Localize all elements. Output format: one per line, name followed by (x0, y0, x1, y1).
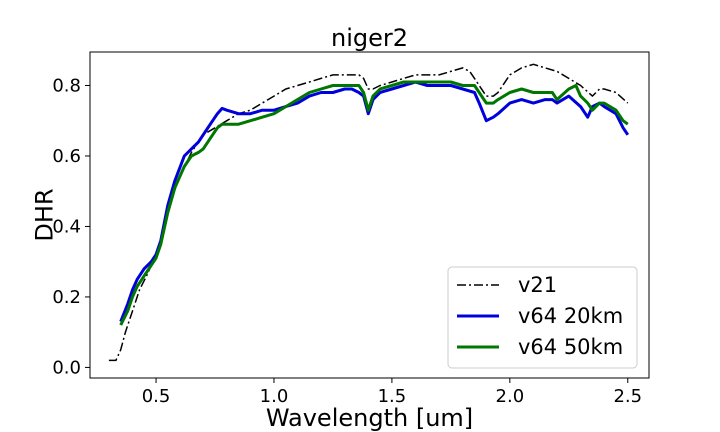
x-tick-label: 2.0 (496, 386, 525, 407)
y-axis-title: DHR (30, 188, 58, 241)
chart-title: niger2 (331, 24, 408, 52)
x-tick-label: 2.5 (613, 386, 642, 407)
series-lines (108, 63, 630, 362)
x-axis-title: Wavelength [um] (266, 404, 473, 432)
x-tick-label: 1.0 (260, 386, 289, 407)
legend-label: v64 20km (518, 304, 623, 328)
legend: v21 v64 20km v64 50km (447, 266, 638, 369)
plot-area (89, 51, 650, 379)
y-tick-label: 0.0 (52, 357, 81, 378)
legend-label: v21 (518, 273, 557, 297)
series-line-1 (108, 63, 629, 362)
plot-frame (89, 51, 650, 379)
y-axis: 0.0 0.2 0.4 0.6 0.8 (52, 75, 90, 378)
x-axis: 0.5 1.0 1.5 2.0 2.5 (142, 378, 642, 407)
y-tick-label: 0.2 (52, 287, 81, 308)
x-tick-label: 0.5 (142, 386, 171, 407)
y-tick-label: 0.4 (52, 216, 81, 237)
legend-label: v64 50km (518, 335, 623, 359)
y-tick-label: 0.8 (52, 75, 81, 96)
series-line-3 (119, 80, 629, 326)
x-tick-label: 1.5 (378, 386, 407, 407)
y-tick-label: 0.6 (52, 146, 81, 167)
legend-box (447, 266, 638, 369)
